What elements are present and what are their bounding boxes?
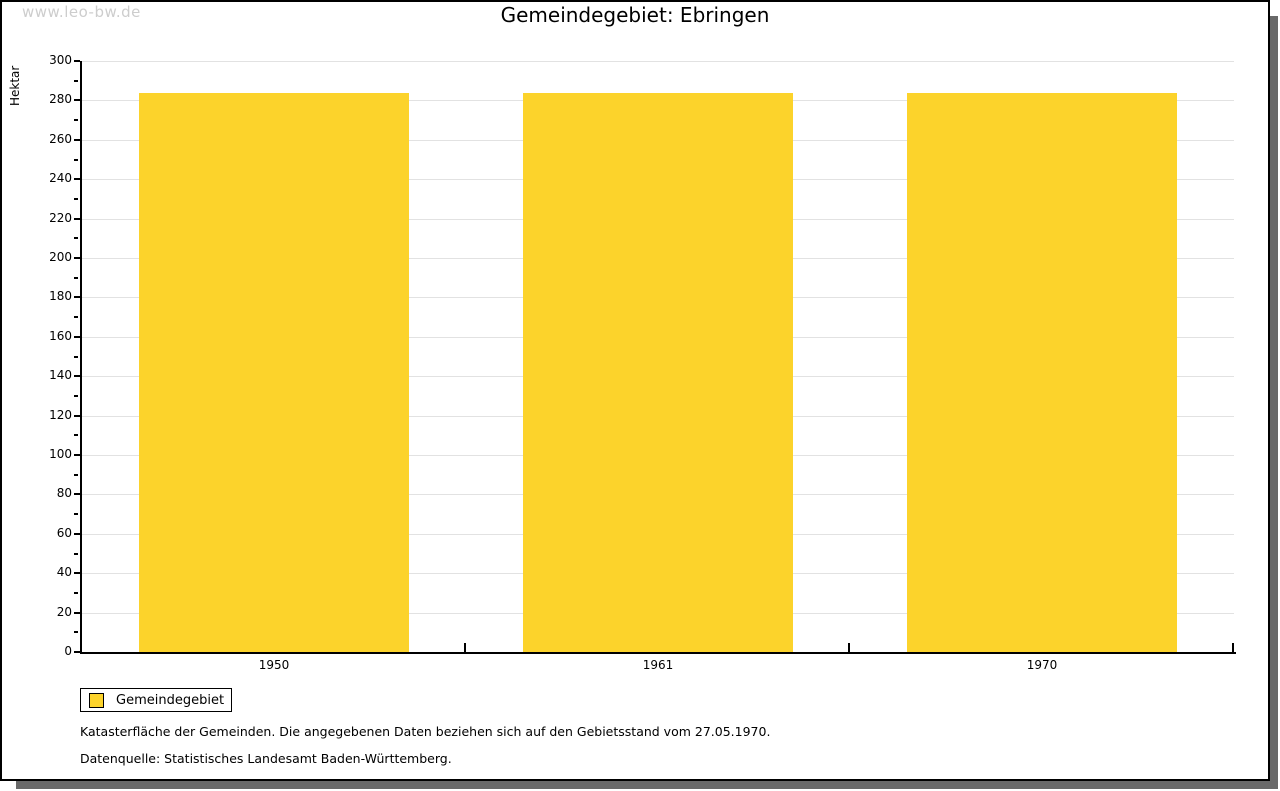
y-axis-major-tick [74, 532, 80, 535]
x-axis-line [80, 652, 1236, 654]
y-axis-minor-tick [74, 591, 78, 594]
y-axis-tick-label: 160 [49, 328, 72, 343]
y-axis-tick-label: 80 [56, 486, 72, 501]
x-axis-category-label: 1961 [642, 658, 674, 672]
y-axis-label: Hektar [8, 65, 22, 106]
legend-swatch-icon [89, 692, 104, 708]
legend-label: Gemeindegebiet [116, 692, 225, 708]
y-axis-minor-tick [74, 434, 78, 437]
chart-frame: www.leo-bw.de Gemeindegebiet: Ebringen H… [0, 0, 1270, 781]
x-axis-tick [848, 643, 850, 652]
y-axis-major-tick [74, 178, 80, 181]
y-axis-tick-label: 40 [56, 565, 72, 580]
y-axis-line [80, 61, 82, 654]
x-axis-tick [1232, 643, 1234, 652]
y-axis-major-tick [74, 414, 80, 417]
y-axis-minor-tick [74, 119, 78, 122]
y-axis-major-tick [74, 493, 80, 496]
y-axis-major-tick [74, 296, 80, 299]
y-axis-minor-tick [74, 197, 78, 200]
y-axis-minor-tick [74, 79, 78, 82]
y-axis-tick-label: 300 [49, 53, 72, 67]
y-axis-tick-label: 260 [49, 131, 72, 146]
y-axis-tick-label: 280 [49, 92, 72, 107]
y-axis-minor-tick [74, 355, 78, 358]
y-axis-minor-tick [74, 276, 78, 279]
y-axis-minor-tick [74, 158, 78, 161]
x-axis-category-label: 1970 [1026, 658, 1058, 672]
x-axis-category-label: 1950 [258, 658, 290, 672]
y-axis-tick-label: 100 [49, 447, 72, 461]
y-axis-tick-label: 140 [49, 368, 72, 383]
y-axis-major-tick [74, 611, 80, 614]
y-axis-tick-label: 220 [49, 210, 72, 225]
y-axis-minor-tick [74, 631, 78, 634]
y-axis-major-tick [74, 60, 80, 62]
y-axis-minor-tick [74, 237, 78, 240]
x-axis-tick [464, 643, 466, 652]
y-axis-minor-tick [74, 513, 78, 516]
watermark: www.leo-bw.de [22, 3, 141, 21]
y-axis-minor-tick [74, 473, 78, 476]
y-axis-tick-label: 200 [49, 250, 72, 264]
footer-datasource: Datenquelle: Statistisches Landesamt Bad… [80, 751, 452, 766]
y-axis-tick-label: 60 [56, 525, 72, 540]
y-axis-major-tick [74, 217, 80, 220]
y-axis-major-tick [74, 454, 80, 456]
y-axis-major-tick [74, 375, 80, 378]
y-axis-minor-tick [74, 552, 78, 555]
y-axis-tick-label: 180 [49, 289, 72, 304]
y-axis-tick-label: 240 [49, 171, 72, 186]
y-axis-major-tick [74, 651, 80, 653]
y-axis-tick-label: 20 [56, 604, 72, 619]
bar-1950 [139, 93, 409, 652]
y-axis-major-tick [74, 572, 80, 575]
y-axis-minor-tick [74, 394, 78, 397]
y-axis-tick-label: 0 [64, 644, 72, 658]
y-axis-major-tick [74, 335, 80, 338]
y-axis-major-tick [74, 138, 80, 141]
y-axis-major-tick [74, 99, 80, 102]
y-axis-major-tick [74, 257, 80, 259]
bar-1961 [523, 93, 793, 652]
page-title: Gemeindegebiet: Ebringen [500, 3, 770, 27]
plot-area: 0 20 40 60 80 100 120 140 160 180 200 220 240 260 280 3… [49, 53, 1234, 672]
y-axis-minor-tick [74, 316, 78, 319]
y-axis-tick-label: 120 [49, 407, 72, 422]
footer-note: Katasterfläche der Gemeinden. Die angege… [80, 724, 771, 739]
gridline [82, 61, 1234, 62]
legend: Gemeindegebiet [80, 688, 232, 712]
bar-1970 [907, 93, 1177, 652]
